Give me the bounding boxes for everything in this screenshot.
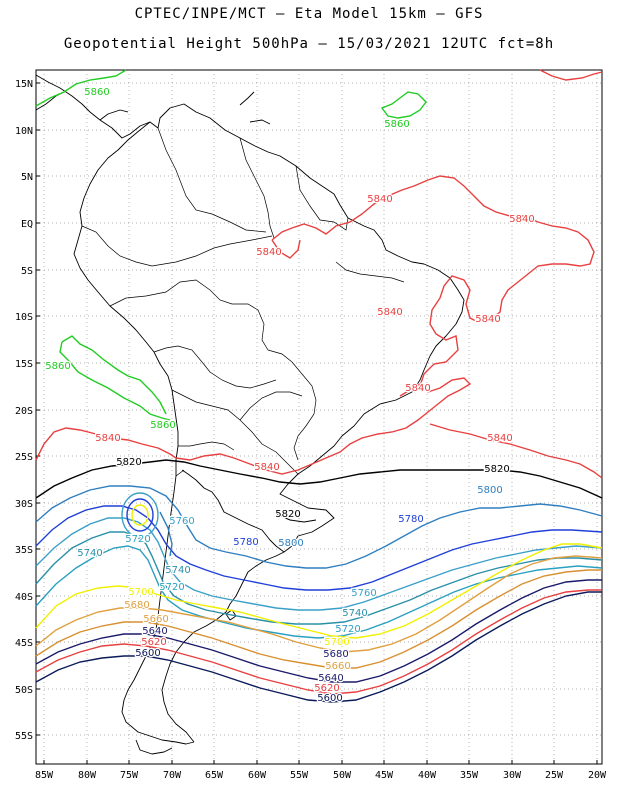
contour-label: 5840 bbox=[377, 307, 402, 318]
lon-label: 55W bbox=[290, 770, 309, 781]
lat-label: 25S bbox=[15, 452, 33, 463]
contour-label: 5840 bbox=[487, 433, 512, 444]
contour-label: 5740 bbox=[165, 565, 190, 576]
lat-label: 15N bbox=[15, 79, 33, 90]
contour-label: 5680 bbox=[323, 649, 348, 660]
lat-label: 5N bbox=[21, 172, 33, 183]
lon-label: 20W bbox=[588, 770, 607, 781]
lat-label: 45S bbox=[15, 638, 33, 649]
contour-label: 5740 bbox=[77, 548, 102, 559]
lon-label: 30W bbox=[503, 770, 522, 781]
contour-label: 5820 bbox=[116, 457, 141, 468]
contour-label: 5740 bbox=[342, 608, 367, 619]
contour-label: 5660 bbox=[325, 661, 350, 672]
contour-label: 5720 bbox=[335, 624, 360, 635]
map-frame bbox=[35, 69, 603, 765]
contour-label: 5840 bbox=[405, 383, 430, 394]
contour-label: 5840 bbox=[256, 247, 281, 258]
contour-label: 5680 bbox=[124, 600, 149, 611]
country-borders bbox=[81, 127, 405, 477]
lat-label: 10N bbox=[15, 126, 33, 137]
lat-label: 40S bbox=[15, 592, 33, 603]
lon-label: 75W bbox=[120, 770, 139, 781]
contour-label: 5800 bbox=[278, 538, 303, 549]
contour-label: 5760 bbox=[169, 516, 194, 527]
contour-label: 5840 bbox=[509, 214, 534, 225]
contour-label: 5600 bbox=[317, 693, 342, 704]
contour-label: 5860 bbox=[384, 119, 409, 130]
contour-label: 5640 bbox=[142, 626, 167, 637]
map-subtitle: Geopotential Height 500hPa – 15/03/2021 … bbox=[63, 36, 555, 52]
lon-label: 80W bbox=[78, 770, 97, 781]
lon-label: 70W bbox=[163, 770, 182, 781]
lat-label: 55S bbox=[15, 731, 33, 742]
lon-label: 35W bbox=[460, 770, 479, 781]
contour-label: 5600 bbox=[135, 648, 160, 659]
contour-label: 5780 bbox=[398, 514, 423, 525]
map-title: CPTEC/INPE/MCT – Eta Model 15km – GFS bbox=[134, 6, 484, 22]
lat-label: 15S bbox=[15, 359, 33, 370]
lon-label: 65W bbox=[205, 770, 224, 781]
contour-label: 5860 bbox=[45, 361, 70, 372]
lon-label: 25W bbox=[545, 770, 564, 781]
contours bbox=[35, 69, 603, 703]
contour-label: 5840 bbox=[367, 194, 392, 205]
contour-label: 5840 bbox=[95, 433, 120, 444]
contour-label: 5720 bbox=[125, 534, 150, 545]
lat-label: EQ bbox=[21, 219, 33, 230]
contour-label: 5700 bbox=[324, 637, 349, 648]
lon-label: 85W bbox=[35, 770, 54, 781]
contour-label: 5840 bbox=[254, 462, 279, 473]
lon-label: 60W bbox=[248, 770, 267, 781]
contour-label: 5780 bbox=[233, 537, 258, 548]
contour-label: 5820 bbox=[275, 509, 300, 520]
lon-label: 40W bbox=[418, 770, 437, 781]
contour-label: 5860 bbox=[150, 420, 175, 431]
contour-label: 5720 bbox=[159, 582, 184, 593]
coastline bbox=[35, 74, 465, 755]
contour-label: 5860 bbox=[84, 87, 109, 98]
contour-label: 5760 bbox=[351, 588, 376, 599]
lat-label: 5S bbox=[21, 266, 33, 277]
contour-label: 5620 bbox=[141, 637, 166, 648]
contour-label: 5800 bbox=[477, 485, 502, 496]
contour-label: 5640 bbox=[318, 673, 343, 684]
lon-label: 50W bbox=[333, 770, 352, 781]
lat-label: 50S bbox=[15, 685, 33, 696]
lat-lon-grid bbox=[36, 70, 602, 764]
lat-label: 35S bbox=[15, 545, 33, 556]
contour-label: 5620 bbox=[314, 683, 339, 694]
lon-label: 45W bbox=[375, 770, 394, 781]
contour-label: 5820 bbox=[484, 464, 509, 475]
lat-label: 30S bbox=[15, 499, 33, 510]
contour-label: 5840 bbox=[475, 314, 500, 325]
contour-label: 5660 bbox=[143, 614, 168, 625]
lat-label: 20S bbox=[15, 406, 33, 417]
contour-label: 5700 bbox=[128, 587, 153, 598]
lat-label: 10S bbox=[15, 312, 33, 323]
